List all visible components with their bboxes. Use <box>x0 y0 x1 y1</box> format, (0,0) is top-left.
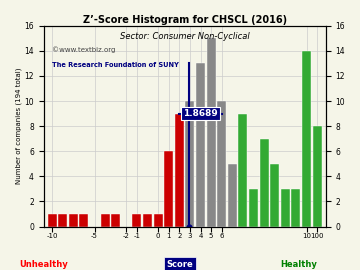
Bar <box>196 63 205 227</box>
Text: Healthy: Healthy <box>280 260 317 269</box>
Text: Unhealthy: Unhealthy <box>19 260 68 269</box>
Bar <box>154 214 163 227</box>
Bar <box>249 189 258 227</box>
Text: Score: Score <box>167 260 193 269</box>
Bar <box>132 214 141 227</box>
Bar <box>111 214 120 227</box>
Bar <box>270 164 279 227</box>
Bar <box>164 151 173 227</box>
Bar <box>207 38 216 227</box>
Bar <box>69 214 78 227</box>
Title: Z’-Score Histogram for CHSCL (2016): Z’-Score Histogram for CHSCL (2016) <box>82 15 287 25</box>
Bar <box>228 164 237 227</box>
Bar <box>302 51 311 227</box>
Bar <box>80 214 89 227</box>
Bar <box>185 176 194 227</box>
Text: ©www.textbiz.org: ©www.textbiz.org <box>52 46 116 53</box>
Bar <box>48 214 57 227</box>
Bar <box>175 114 184 227</box>
Y-axis label: Number of companies (194 total): Number of companies (194 total) <box>15 68 22 184</box>
Bar <box>238 114 247 227</box>
Bar <box>281 189 290 227</box>
Bar <box>313 126 322 227</box>
Bar <box>196 176 205 227</box>
Text: The Research Foundation of SUNY: The Research Foundation of SUNY <box>52 62 179 68</box>
Text: 1.8689: 1.8689 <box>183 109 218 118</box>
Bar <box>143 214 152 227</box>
Bar <box>185 101 194 227</box>
Text: Sector: Consumer Non-Cyclical: Sector: Consumer Non-Cyclical <box>120 32 249 41</box>
Bar <box>217 101 226 227</box>
Bar <box>260 139 269 227</box>
Bar <box>100 214 110 227</box>
Bar <box>58 214 67 227</box>
Bar <box>292 189 301 227</box>
